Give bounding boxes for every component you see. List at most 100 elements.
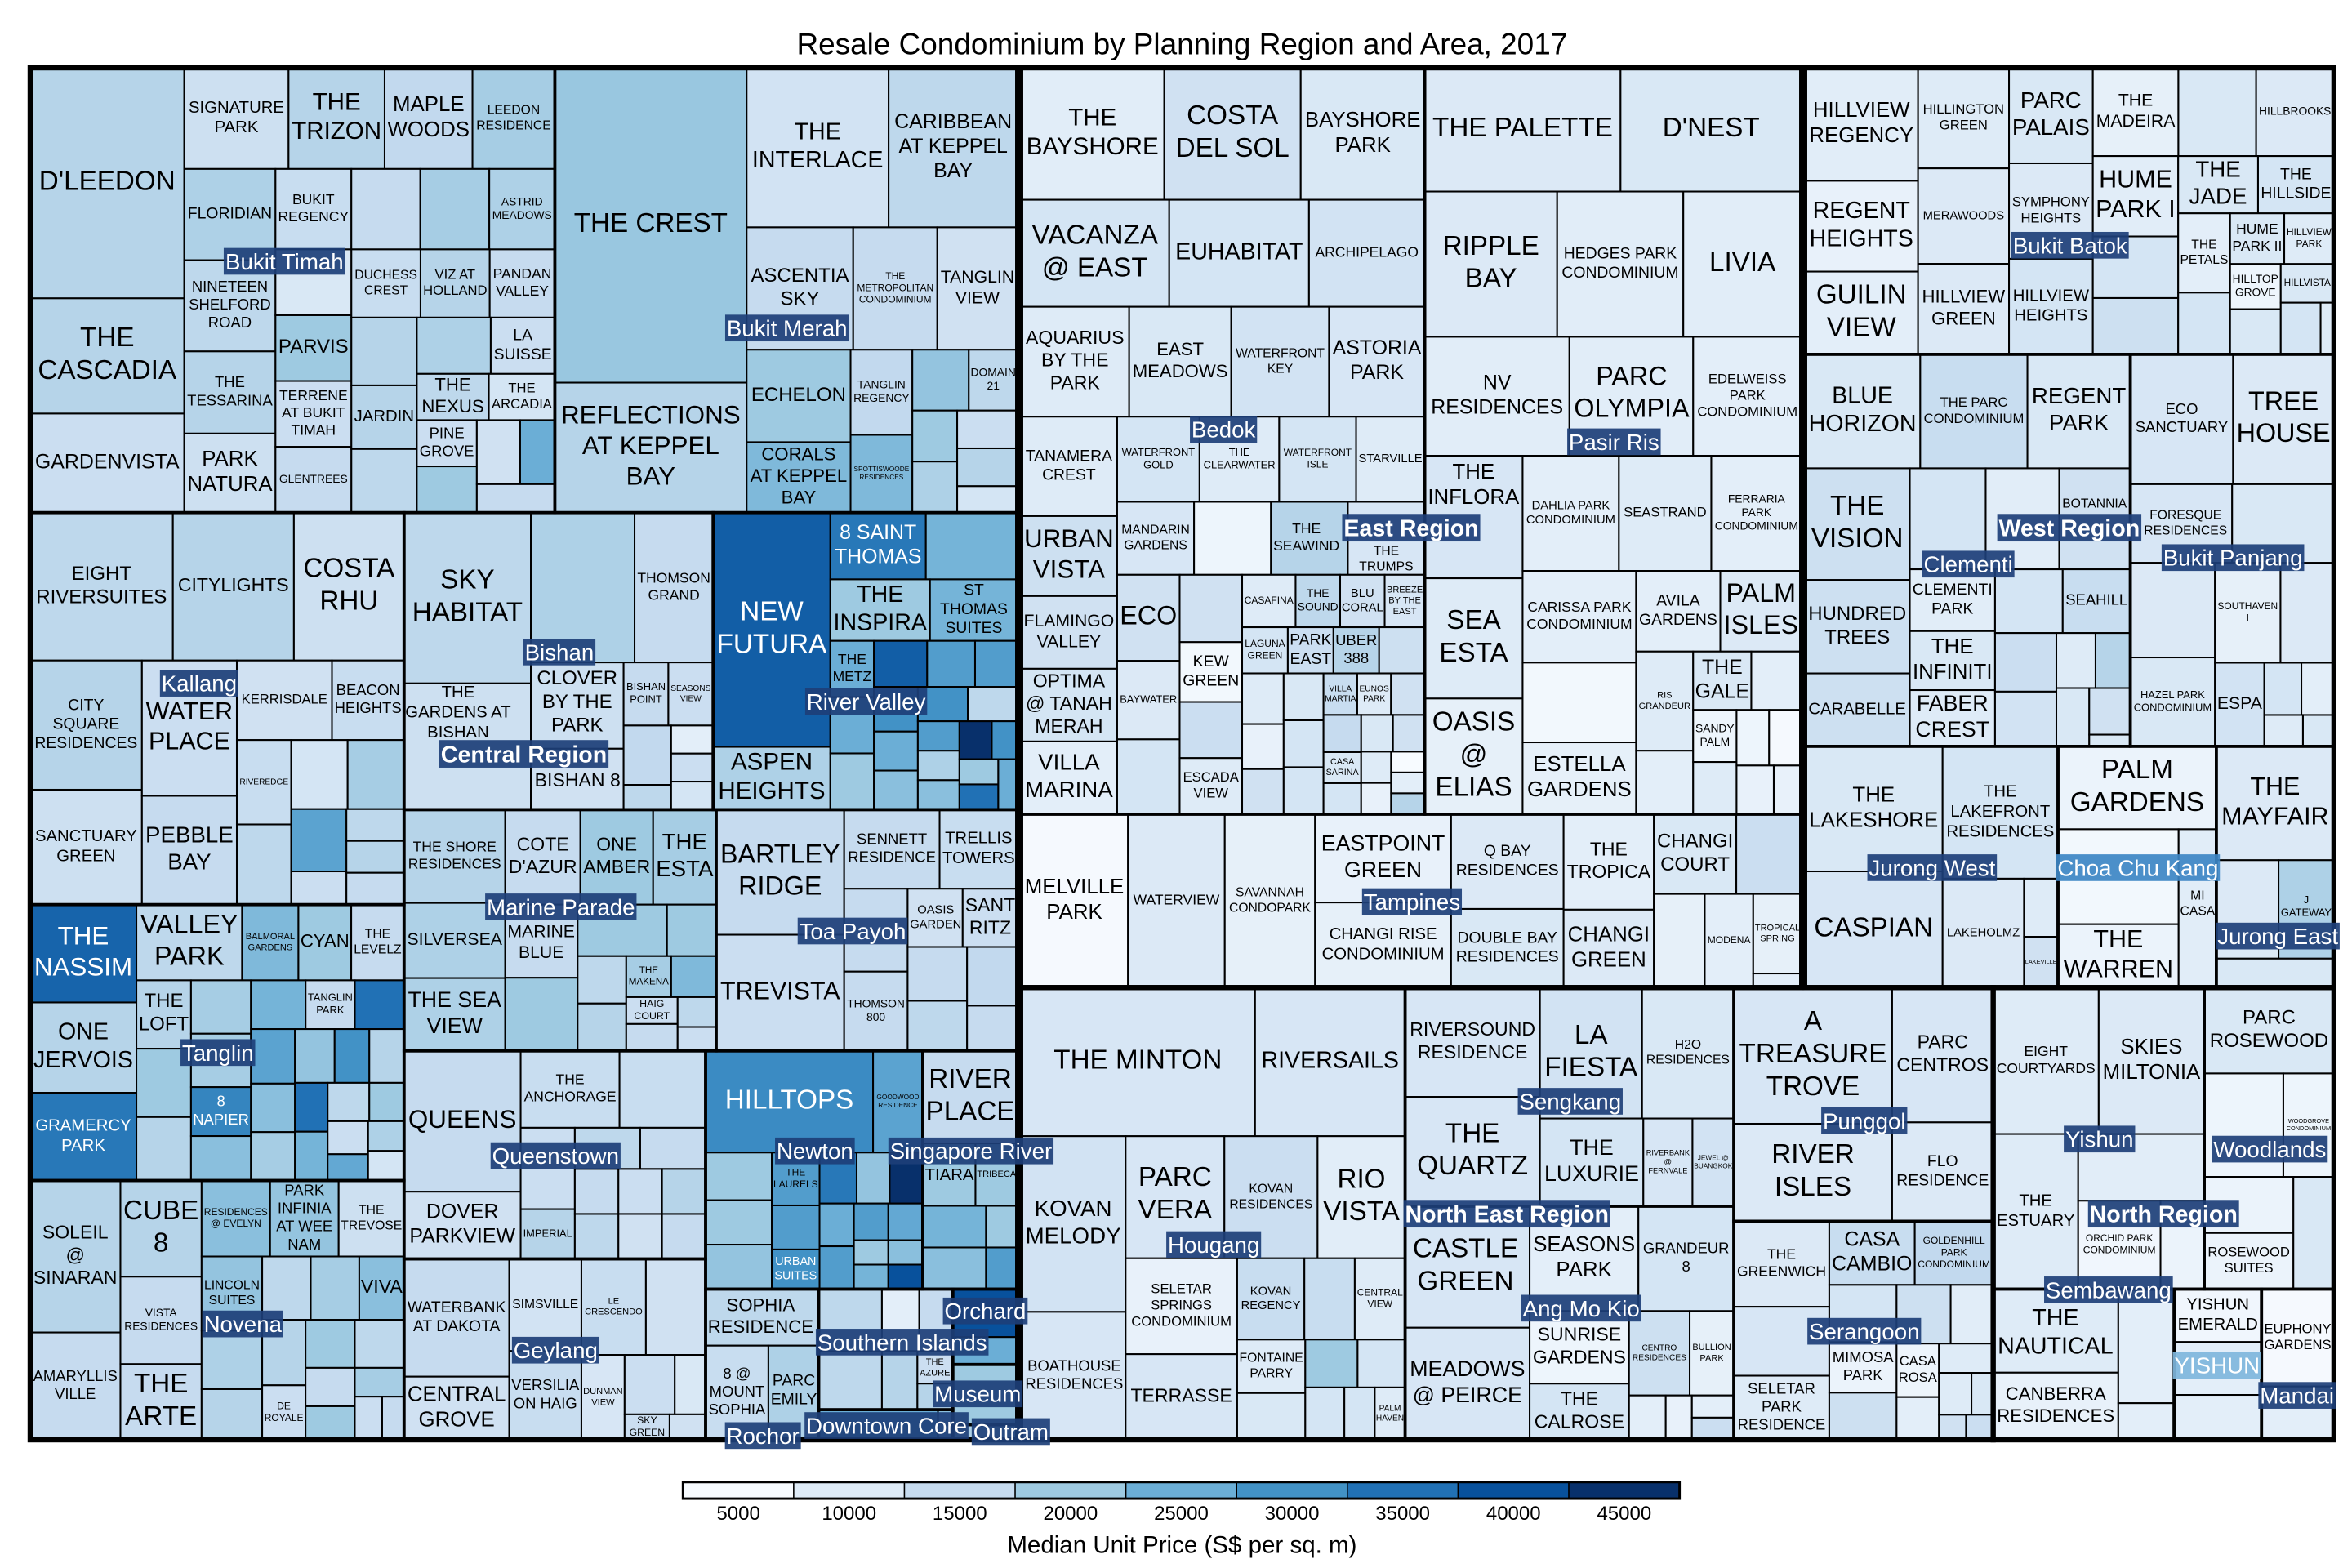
condo-label: THE VISION	[1811, 491, 1904, 554]
condo-label: DOUBLE BAY RESIDENCES	[1456, 929, 1559, 965]
condo-label: THE BAYSHORE	[1027, 104, 1159, 159]
condo-tile	[403, 1375, 510, 1441]
area-label-background	[1517, 1088, 1623, 1115]
condo-label: NINETEEN SHELFORD ROAD	[189, 278, 270, 331]
area-label: Bukit Batok	[2011, 231, 2129, 259]
condo-tile	[305, 1405, 356, 1441]
condo-label: THE GARDENS AT BISHAN	[405, 684, 510, 742]
condo-label: CLEMENTI PARK	[1913, 581, 1993, 617]
area-label-background	[804, 1412, 969, 1439]
legend-tick-label: 40000	[1486, 1503, 1541, 1525]
condo-label: RIVER PLACE	[926, 1064, 1015, 1127]
condo-tile	[617, 1168, 663, 1215]
area-label-background	[523, 639, 596, 666]
condo-label: CITYLIGHTS	[178, 574, 289, 595]
condo-label: CASTLE GREEN	[1413, 1234, 1518, 1297]
condo-label: COTE D'AZUR	[509, 833, 577, 877]
condo-tile	[818, 1245, 855, 1290]
area-label-text: River Valley	[807, 689, 926, 715]
condo-tile	[887, 1202, 924, 1241]
condo-label: TRIBECA	[977, 1169, 1017, 1179]
condo-tile	[1556, 190, 1685, 338]
condo-label: LEEDON RESIDENCE	[476, 103, 551, 132]
condo-label: MERAWOODS	[1923, 209, 2005, 222]
condo-tile	[1941, 877, 2025, 989]
condo-label: HILLVISTA	[2284, 277, 2331, 288]
area-label-text: Downtown Core	[806, 1414, 967, 1439]
condo-tile	[2055, 687, 2091, 747]
condo-label: HUME PARK I	[2096, 166, 2176, 224]
condo-tile	[29, 412, 185, 514]
condo-tile	[1828, 1341, 1898, 1394]
condo-label: SEASONS PARK	[1533, 1233, 1635, 1281]
region-label-text: East Region	[1343, 515, 1478, 541]
condo-tile	[1332, 626, 1380, 675]
condo-tile	[1895, 1396, 1940, 1441]
condo-label: VERSILIA ON HAIG	[511, 1376, 580, 1411]
legend-frame	[681, 1481, 1682, 1500]
condo-tile	[1750, 650, 1803, 711]
condo-tile	[817, 1350, 883, 1411]
condo-tile	[2117, 1402, 2176, 1441]
region-label-text: North Region	[2090, 1201, 2238, 1227]
condo-tile	[967, 686, 1019, 723]
condo-tile	[2026, 353, 2132, 470]
condo-label: BEACON HEIGHTS	[335, 681, 402, 716]
condo-label: VISTA RESIDENCES	[124, 1306, 198, 1333]
condo-tile	[2117, 1288, 2176, 1405]
condo-tile	[403, 1191, 522, 1260]
condo-label: THE INFINITI	[1913, 635, 1993, 684]
area-label: Jurong East	[2216, 922, 2340, 950]
condo-label: AMARYLLIS VILLE	[33, 1367, 118, 1402]
condo-tile	[1019, 667, 1118, 742]
condo-tile	[1653, 893, 1706, 989]
area-label-text: Bukit Panjang	[2163, 546, 2303, 571]
condo-label: ECO SANCTUARY	[2136, 400, 2228, 435]
condo-label: BULLION PARK	[1692, 1343, 1731, 1363]
area-label-background	[775, 1137, 855, 1165]
condo-label: VALLEY PARK	[140, 910, 238, 971]
area-label: Choa Chu Kang	[2056, 854, 2221, 881]
condo-label: YISHUN EMERALD	[2178, 1296, 2258, 1334]
condo-label: SOUTHAVEN I	[2217, 600, 2278, 623]
condo-label: BARTLEY RIDGE	[720, 840, 840, 901]
condo-tile	[968, 349, 1019, 412]
condo-tile	[1163, 67, 1302, 201]
condo-label: DAHLIA PARK CONDOMINIUM	[1526, 499, 1615, 527]
condo-label: ST THOMAS SUITES	[940, 581, 1008, 638]
area-label: Woodlands	[2212, 1135, 2328, 1163]
treemap-tiles	[29, 67, 2335, 1441]
condo-label: GUILIN VIEW	[1816, 280, 1907, 343]
area-label-text: Pasir Ris	[1569, 430, 1659, 455]
condo-tile	[504, 808, 581, 906]
condo-label: TRELLIS TOWERS	[942, 830, 1015, 867]
condo-label: NV RESIDENCES	[1431, 372, 1563, 419]
condo-label: MIMOSA PARK	[1833, 1348, 1895, 1383]
condo-label: SUNRISE GARDENS	[1533, 1324, 1626, 1368]
condo-label: THE MADEIRA	[2096, 91, 2176, 131]
condo-label: GOODWOOD RESIDENCE	[876, 1093, 919, 1109]
condo-label: CENTRAL VIEW	[1357, 1286, 1403, 1309]
condo-tile	[644, 1258, 707, 1356]
condo-label: CHANGI COURT	[1657, 830, 1733, 875]
condo-label: SANCTUARY GREEN	[35, 827, 137, 865]
area-label-background	[1922, 550, 2015, 578]
condo-label: TERRASSE	[1130, 1384, 1232, 1405]
area-label: Hougang	[1166, 1231, 1262, 1258]
condo-label: DOMAIN 21	[971, 366, 1016, 393]
condo-tile	[1733, 1122, 1893, 1223]
condo-label: GARDENVISTA	[35, 450, 180, 473]
condo-label: MAPLE WOODS	[388, 93, 470, 141]
condo-tile	[921, 1205, 987, 1249]
area-label-text: Tampines	[1364, 889, 1461, 915]
condo-label: FLAMINGO VALLEY	[1023, 612, 1114, 651]
condo-label: HILLINGTON GREEN	[1923, 101, 2004, 133]
condo-label: THE CREST	[574, 208, 728, 238]
condo-label: THE INFLORA	[1428, 461, 1520, 509]
condo-label: RIVERSOUND RESIDENCE	[1410, 1018, 1535, 1062]
condo-label: THE PALETTE	[1432, 113, 1613, 143]
condo-tile	[488, 372, 556, 421]
condo-label: WOODGROVE CONDOMINIUM	[2287, 1117, 2332, 1132]
condo-label: SILVERSEA	[408, 930, 503, 949]
condo-label: SPOTTISWOODE RESIDENCES	[853, 465, 909, 481]
